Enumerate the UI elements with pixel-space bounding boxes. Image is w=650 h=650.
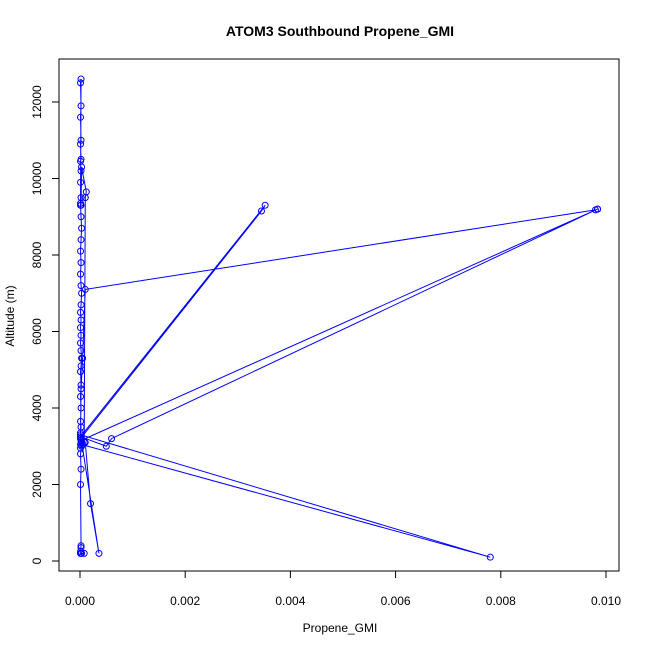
data-point — [81, 194, 89, 202]
data-point — [77, 433, 85, 441]
data-point — [78, 224, 86, 232]
data-point — [77, 404, 85, 412]
chart-title: ATOM3 Southbound Propene_GMI — [226, 23, 454, 39]
data-point — [77, 393, 85, 401]
x-axis: 0.000 0.002 0.004 0.006 0.008 0.010 — [65, 570, 621, 608]
data-point — [77, 178, 85, 186]
data-point — [77, 381, 85, 389]
data-point — [77, 75, 85, 83]
series-layer — [77, 75, 602, 561]
x-tick-label: 0.004 — [275, 594, 305, 608]
x-tick-label: 0.000 — [65, 594, 95, 608]
data-point — [77, 102, 85, 110]
data-point — [77, 140, 85, 148]
y-tick-label: 8000 — [30, 241, 44, 268]
data-point — [77, 282, 85, 290]
x-tick-label: 0.006 — [381, 594, 411, 608]
data-point — [77, 440, 85, 448]
data-point — [77, 339, 85, 347]
y-axis-label: Altitude (m) — [3, 285, 17, 346]
data-point — [87, 500, 95, 508]
x-tick-label: 0.002 — [170, 594, 200, 608]
data-point — [78, 163, 86, 171]
y-tick-label: 12000 — [30, 85, 44, 119]
data-point — [108, 435, 116, 443]
plot-frame — [58, 58, 620, 572]
data-point — [77, 155, 85, 163]
data-point — [102, 442, 110, 450]
data-point — [77, 201, 85, 209]
data-point — [77, 362, 85, 370]
y-tick-label: 0 — [30, 557, 44, 564]
y-axis: 0 2000 4000 6000 8000 10000 12000 — [30, 85, 60, 564]
series-line — [79, 78, 598, 558]
data-point — [81, 285, 89, 293]
data-point — [257, 207, 265, 215]
x-axis-label: Propene_GMI — [303, 621, 378, 635]
data-point — [77, 308, 85, 316]
data-point — [77, 331, 85, 339]
data-point — [77, 301, 85, 309]
x-tick-label: 0.008 — [486, 594, 516, 608]
data-point — [79, 354, 87, 362]
data-point — [77, 347, 85, 355]
data-point — [77, 542, 85, 550]
data-point — [77, 465, 85, 473]
data-point — [95, 549, 103, 557]
data-point — [594, 205, 602, 213]
data-point — [77, 417, 85, 425]
data-point — [77, 481, 85, 488]
data-point — [486, 553, 494, 561]
data-point — [77, 270, 85, 278]
data-point — [77, 437, 85, 445]
data-point — [80, 549, 88, 557]
data-point — [81, 438, 89, 446]
data-point — [77, 316, 85, 324]
data-point — [77, 236, 85, 244]
data-point — [78, 289, 86, 297]
data-point — [261, 201, 269, 209]
x-tick-label: 0.010 — [591, 594, 621, 608]
data-point — [77, 444, 85, 452]
data-point — [77, 136, 85, 144]
data-point — [77, 259, 85, 267]
data-point — [77, 79, 85, 87]
data-point — [77, 213, 85, 221]
data-point — [77, 544, 85, 552]
data-point — [77, 324, 85, 332]
y-tick-label: 6000 — [30, 318, 44, 345]
data-point — [77, 113, 85, 121]
y-tick-label: 10000 — [30, 161, 44, 195]
data-point — [77, 385, 85, 393]
y-tick-label: 2000 — [30, 471, 44, 498]
data-point — [77, 247, 85, 255]
y-tick-label: 4000 — [30, 394, 44, 421]
data-point — [77, 167, 85, 175]
